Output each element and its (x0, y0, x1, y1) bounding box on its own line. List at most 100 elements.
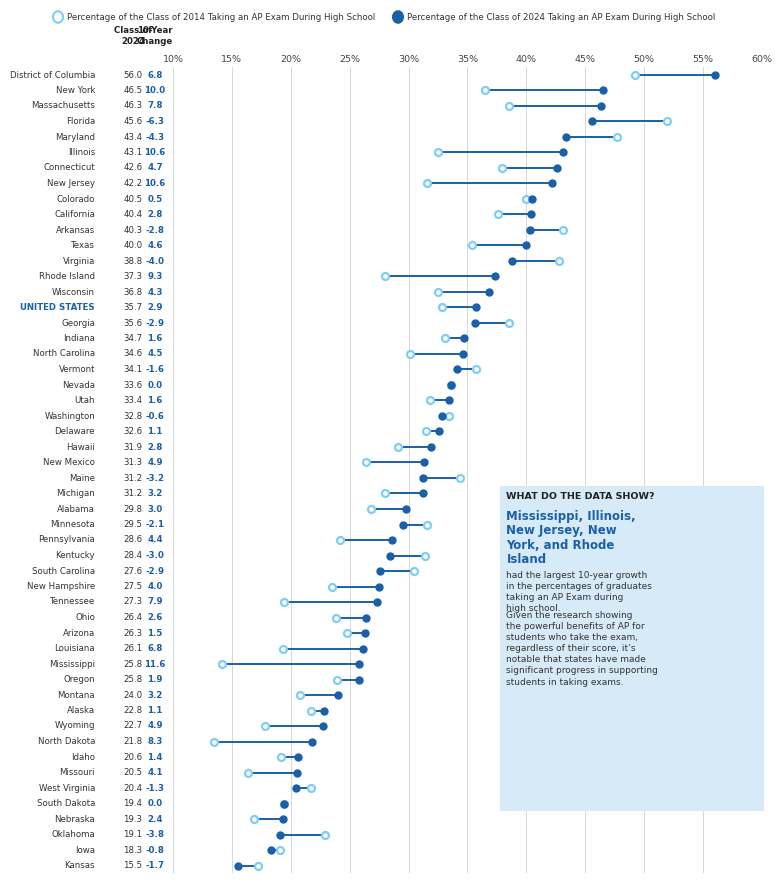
Text: 4.0: 4.0 (147, 582, 163, 591)
Text: 31.2: 31.2 (123, 473, 143, 483)
Text: -2.9: -2.9 (146, 318, 165, 328)
Text: 3.2: 3.2 (147, 489, 163, 498)
Text: 1.6: 1.6 (147, 396, 163, 405)
Text: -3.8: -3.8 (146, 830, 165, 839)
Text: 43.4: 43.4 (123, 133, 143, 142)
Text: Percentage of the Class of 2014 Taking an AP Exam During High School: Percentage of the Class of 2014 Taking a… (67, 13, 375, 22)
Text: Connecticut: Connecticut (43, 163, 95, 173)
Text: -1.7: -1.7 (145, 861, 165, 870)
Text: 42.2: 42.2 (123, 179, 143, 188)
Text: Florida: Florida (66, 117, 95, 126)
Text: 3.0: 3.0 (147, 504, 162, 513)
Text: Class of
2024: Class of 2024 (114, 26, 152, 46)
Text: Oregon: Oregon (63, 675, 95, 684)
Text: 29.5: 29.5 (123, 520, 143, 529)
Text: 32.6: 32.6 (123, 427, 143, 436)
Text: New Mexico: New Mexico (43, 458, 95, 467)
Text: 27.5: 27.5 (123, 582, 143, 591)
Text: 25.8: 25.8 (123, 675, 143, 684)
Text: South Carolina: South Carolina (32, 566, 95, 575)
Text: New Hampshire: New Hampshire (27, 582, 95, 591)
Text: Tennessee: Tennessee (50, 598, 95, 607)
Text: -2.8: -2.8 (146, 226, 165, 235)
Text: Delaware: Delaware (55, 427, 95, 436)
Text: 19.3: 19.3 (123, 814, 143, 823)
Text: 33.4: 33.4 (123, 396, 143, 405)
Text: 1.1: 1.1 (147, 427, 163, 436)
Text: District of Columbia: District of Columbia (9, 71, 95, 80)
Text: 20.5: 20.5 (123, 768, 143, 777)
Text: UNITED STATES: UNITED STATES (20, 303, 95, 312)
Text: 28.6: 28.6 (123, 536, 143, 545)
Text: North Dakota: North Dakota (37, 737, 95, 746)
Text: 9.3: 9.3 (147, 272, 163, 281)
Text: 2.8: 2.8 (147, 210, 163, 219)
Text: Pennsylvania: Pennsylvania (38, 536, 95, 545)
Text: Virginia: Virginia (62, 256, 95, 265)
Text: 46.5: 46.5 (123, 86, 143, 95)
Text: Illinois: Illinois (68, 148, 95, 157)
Text: 7.9: 7.9 (147, 598, 163, 607)
Text: 10.6: 10.6 (144, 179, 165, 188)
Text: 22.8: 22.8 (123, 706, 143, 715)
Text: 40.0: 40.0 (123, 241, 143, 250)
Text: -1.3: -1.3 (146, 783, 165, 792)
Text: Mississippi: Mississippi (49, 659, 95, 668)
Text: South Dakota: South Dakota (37, 799, 95, 808)
Text: New York: New York (55, 86, 95, 95)
Text: Maine: Maine (69, 473, 95, 483)
Text: California: California (54, 210, 95, 219)
Text: -6.3: -6.3 (146, 117, 165, 126)
Text: 1.5: 1.5 (147, 628, 162, 637)
Text: 3.2: 3.2 (147, 691, 163, 700)
Text: 31.3: 31.3 (123, 458, 143, 467)
Text: Utah: Utah (75, 396, 95, 405)
Text: Louisiana: Louisiana (55, 644, 95, 653)
Text: Rhode Island: Rhode Island (39, 272, 95, 281)
Text: Percentage of the Class of 2024 Taking an AP Exam During High School: Percentage of the Class of 2024 Taking a… (407, 13, 715, 22)
Text: 2.4: 2.4 (147, 814, 163, 823)
Text: 36.8: 36.8 (123, 288, 143, 297)
Text: North Carolina: North Carolina (33, 349, 95, 358)
Text: 33.6: 33.6 (123, 381, 143, 390)
Text: 19.1: 19.1 (123, 830, 143, 839)
Text: 0.0: 0.0 (147, 799, 162, 808)
Text: Arkansas: Arkansas (55, 226, 95, 235)
Text: 37.3: 37.3 (123, 272, 143, 281)
Text: -0.8: -0.8 (146, 846, 165, 855)
Text: 31.9: 31.9 (123, 443, 143, 452)
Text: 4.3: 4.3 (147, 288, 163, 297)
Text: 4.6: 4.6 (147, 241, 163, 250)
Text: 1.1: 1.1 (147, 706, 163, 715)
Text: 29.8: 29.8 (123, 504, 143, 513)
Text: 25.8: 25.8 (123, 659, 143, 668)
Text: Wisconsin: Wisconsin (52, 288, 95, 297)
Text: 28.4: 28.4 (123, 551, 143, 560)
Text: 27.3: 27.3 (123, 598, 143, 607)
Text: 38.8: 38.8 (123, 256, 143, 265)
Text: Given the research showing
the powerful benefits of AP for
students who take the: Given the research showing the powerful … (506, 611, 658, 686)
Text: 26.4: 26.4 (123, 613, 143, 622)
Text: Minnesota: Minnesota (51, 520, 95, 529)
Text: had the largest 10-year growth
in the percentages of graduates
taking an AP Exam: had the largest 10-year growth in the pe… (506, 571, 652, 613)
Text: Wyoming: Wyoming (55, 721, 95, 730)
Text: Nevada: Nevada (62, 381, 95, 390)
Text: 4.9: 4.9 (147, 721, 163, 730)
Text: 21.8: 21.8 (123, 737, 143, 746)
Text: 7.8: 7.8 (147, 101, 163, 110)
Text: Missouri: Missouri (59, 768, 95, 777)
Text: 10.6: 10.6 (144, 148, 165, 157)
Text: 1.4: 1.4 (147, 753, 163, 762)
Text: 2.8: 2.8 (147, 443, 163, 452)
Text: 15.5: 15.5 (123, 861, 143, 870)
Text: 45.6: 45.6 (123, 117, 143, 126)
Text: 34.1: 34.1 (123, 365, 143, 374)
Text: -4.3: -4.3 (145, 133, 165, 142)
Text: 1.9: 1.9 (147, 675, 163, 684)
Text: 27.6: 27.6 (123, 566, 143, 575)
Text: 24.0: 24.0 (123, 691, 143, 700)
Text: 6.8: 6.8 (147, 644, 163, 653)
Text: 2.9: 2.9 (147, 303, 163, 312)
Text: -0.6: -0.6 (146, 411, 165, 420)
Text: 43.1: 43.1 (123, 148, 143, 157)
